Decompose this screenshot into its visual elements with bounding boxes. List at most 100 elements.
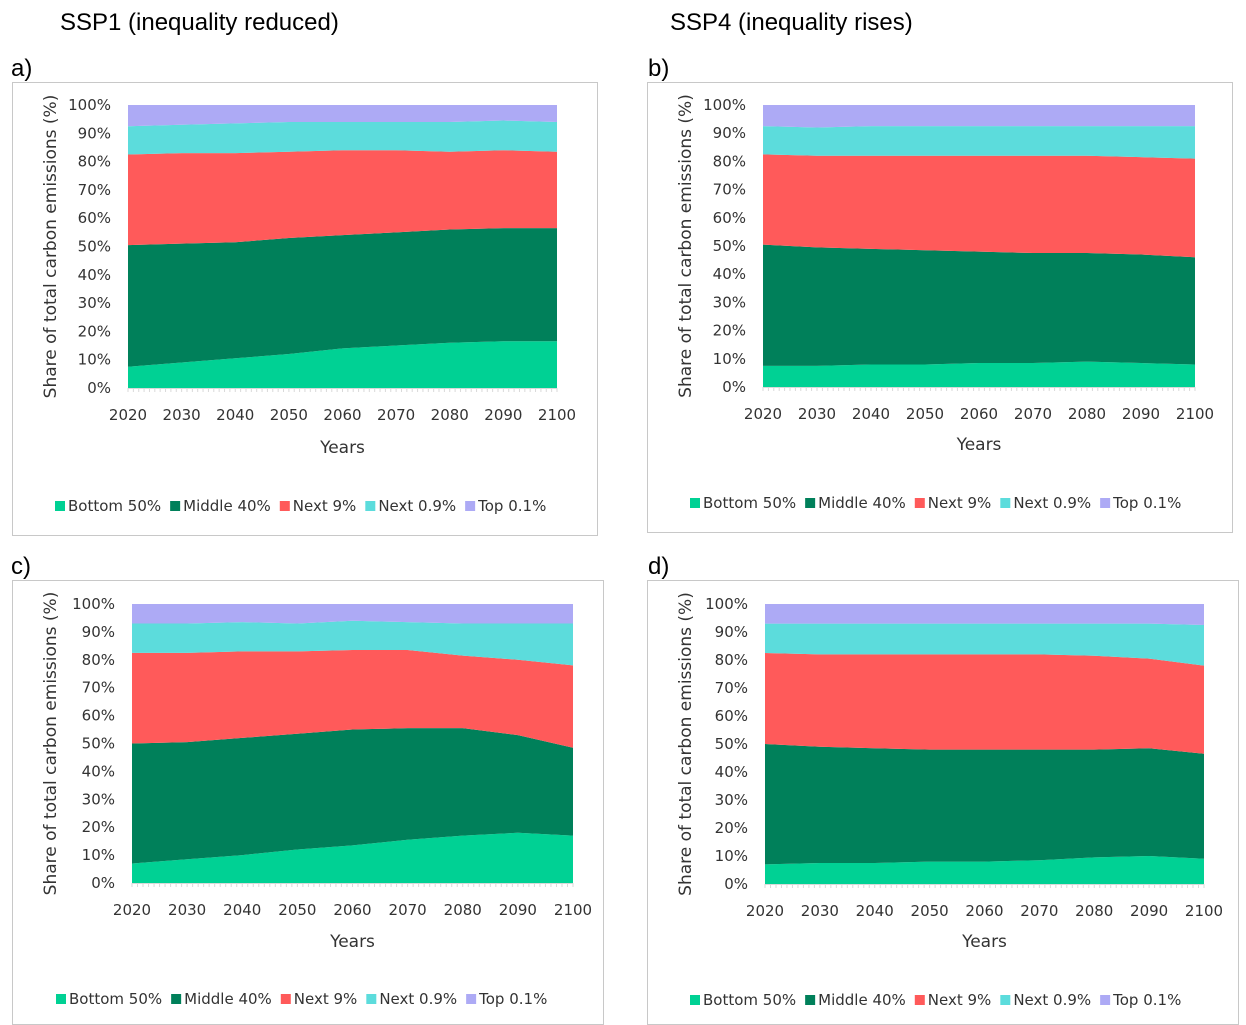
y-tick-label: 10% <box>78 351 111 369</box>
panel-label-b: b) <box>648 55 670 82</box>
x-tick-label: 2050 <box>911 902 949 920</box>
chart-panel-a: 0% 10% 20% 30% 40% 50% 60% 70% 80% 90% 100% 2020 203… <box>12 82 598 536</box>
y-tick-label: 70% <box>715 679 748 697</box>
y-tick-label: 80% <box>715 651 748 669</box>
y-tick-label: 90% <box>715 623 748 641</box>
x-tick-label: 2050 <box>906 405 944 423</box>
panel-label-c: c) <box>11 553 31 580</box>
x-tick-label: 2060 <box>333 901 371 919</box>
x-tick-label: 2040 <box>223 901 261 919</box>
x-tick-label: 2090 <box>1130 902 1168 920</box>
legend-swatch <box>366 994 377 1004</box>
series-areas <box>765 604 1204 884</box>
legend-swatch <box>805 995 816 1005</box>
area-next-0-9 <box>132 620 573 666</box>
chart-panel-d: 0% 10% 20% 30% 40% 50% 60% 70% 80% 90% 100% 2020 203… <box>647 580 1239 1025</box>
y-tick-label: 50% <box>82 735 115 753</box>
x-axis-minor-ticks <box>131 883 574 887</box>
legend-label: Middle 40% <box>183 497 271 515</box>
legend-item-bottom-50: Bottom 50% <box>56 990 162 1008</box>
legend-item-middle-40: Middle 40% <box>170 497 271 515</box>
x-tick-label: 2090 <box>499 901 537 919</box>
legend-swatch <box>170 501 181 511</box>
legend-item-middle-40: Middle 40% <box>805 494 906 512</box>
y-tick-label: 20% <box>713 322 746 340</box>
y-tick-label: 10% <box>82 846 115 864</box>
legend-label: Top 0.1% <box>477 497 546 515</box>
y-tick-label: 20% <box>78 322 111 340</box>
legend-swatch <box>465 501 476 511</box>
x-tick-label: 2080 <box>431 406 469 424</box>
area-bottom-50 <box>763 361 1195 387</box>
legend-item-top-0-1: Top 0.1% <box>1100 991 1181 1009</box>
y-tick-label: 0% <box>91 874 115 892</box>
legend-swatch <box>914 995 925 1005</box>
x-tick-label: 2070 <box>389 901 427 919</box>
y-tick-label: 10% <box>715 847 748 865</box>
y-tick-label: 90% <box>78 124 111 142</box>
x-tick-label: 2030 <box>801 902 839 920</box>
legend-item-next-0-9: Next 0.9% <box>365 497 456 515</box>
x-tick-label: 2040 <box>216 406 254 424</box>
chart-svg: 0% 10% 20% 30% 40% 50% 60% 70% 80% 90% 100% 2020 203… <box>41 95 576 515</box>
legend-swatch <box>914 498 925 508</box>
legend-swatch <box>280 994 291 1004</box>
legend-item-middle-40: Middle 40% <box>171 990 272 1008</box>
legend-label: Top 0.1% <box>1112 494 1181 512</box>
area-middle-40 <box>128 228 557 367</box>
y-tick-label: 30% <box>713 293 746 311</box>
chart-panel-b: 0% 10% 20% 30% 40% 50% 60% 70% 80% 90% 100% 2020 203… <box>647 82 1233 533</box>
x-axis-title: Years <box>319 438 365 458</box>
legend-item-top-0-1: Top 0.1% <box>1100 494 1181 512</box>
series-areas <box>763 105 1195 387</box>
legend-label: Bottom 50% <box>69 990 162 1008</box>
legend-label: Next 0.9% <box>378 497 456 515</box>
legend-swatch <box>279 501 290 511</box>
area-next-9 <box>132 650 573 748</box>
y-tick-label: 40% <box>715 763 748 781</box>
x-tick-label: 2100 <box>1176 405 1214 423</box>
legend-label: Next 9% <box>928 991 992 1009</box>
x-tick-label: 2030 <box>163 406 201 424</box>
y-tick-label: 30% <box>82 790 115 808</box>
y-tick-label: 40% <box>82 762 115 780</box>
x-tick-label: 2020 <box>744 405 782 423</box>
x-tick-label: 2070 <box>1020 902 1058 920</box>
legend: Bottom 50% Middle 40% Next 9% Next 0.9% Top … <box>690 991 1181 1009</box>
y-tick-label: 70% <box>82 679 115 697</box>
legend-item-next-0-9: Next 0.9% <box>1000 494 1091 512</box>
y-tick-label: 70% <box>78 181 111 199</box>
x-axis-minor-ticks <box>764 884 1205 888</box>
y-tick-label: 60% <box>78 209 111 227</box>
x-tick-label: 2060 <box>960 405 998 423</box>
y-tick-label: 80% <box>78 153 111 171</box>
area-top-0-1 <box>132 604 573 624</box>
legend-item-next-9: Next 9% <box>914 991 992 1009</box>
y-tick-label: 50% <box>78 238 111 256</box>
x-axis-title: Years <box>329 932 375 952</box>
x-tick-label: 2100 <box>554 901 592 919</box>
area-top-0-1 <box>763 105 1195 128</box>
legend-swatch <box>1100 995 1111 1005</box>
y-tick-label: 0% <box>87 379 111 397</box>
y-tick-label: 100% <box>703 96 746 114</box>
chart-svg: 0% 10% 20% 30% 40% 50% 60% 70% 80% 90% 100% 2020 203… <box>41 592 592 1008</box>
legend-item-bottom-50: Bottom 50% <box>690 991 796 1009</box>
x-tick-label: 2070 <box>377 406 415 424</box>
x-axis-minor-ticks <box>762 387 1196 391</box>
area-bottom-50 <box>132 832 573 883</box>
legend-item-top-0-1: Top 0.1% <box>466 990 547 1008</box>
area-next-0-9 <box>763 126 1195 159</box>
y-tick-label: 100% <box>72 595 115 613</box>
legend-item-bottom-50: Bottom 50% <box>690 494 796 512</box>
area-top-0-1 <box>765 604 1204 625</box>
legend-label: Next 9% <box>293 497 357 515</box>
chart-svg: 0% 10% 20% 30% 40% 50% 60% 70% 80% 90% 100% 2020 203… <box>676 94 1214 512</box>
legend-swatch <box>56 994 66 1004</box>
x-tick-label: 2040 <box>852 405 890 423</box>
series-areas <box>128 105 557 388</box>
area-next-9 <box>765 653 1204 754</box>
x-tick-label: 2050 <box>278 901 316 919</box>
legend-label: Top 0.1% <box>478 990 547 1008</box>
legend-swatch <box>55 501 65 511</box>
